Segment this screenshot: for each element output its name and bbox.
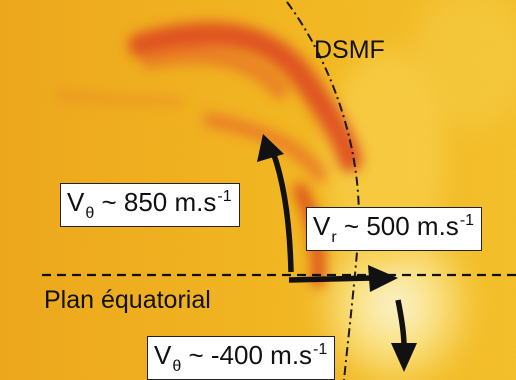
arrow-vtheta-down bbox=[395, 299, 407, 347]
annotation-vtheta-850: Vθ ~ 850 m.s-1 bbox=[60, 183, 240, 227]
annotation-vr-500: Vr ~ 500 m.s-1 bbox=[306, 207, 483, 251]
arrow-vtheta-up bbox=[270, 151, 294, 273]
annotation-vtheta-minus-400: Vθ ~ -400 m.s-1 bbox=[147, 336, 336, 380]
arrow-vr bbox=[288, 275, 373, 283]
dsmf-label: DSMF bbox=[314, 36, 385, 64]
equatorial-plane-label: Plan équatorial bbox=[44, 286, 211, 314]
